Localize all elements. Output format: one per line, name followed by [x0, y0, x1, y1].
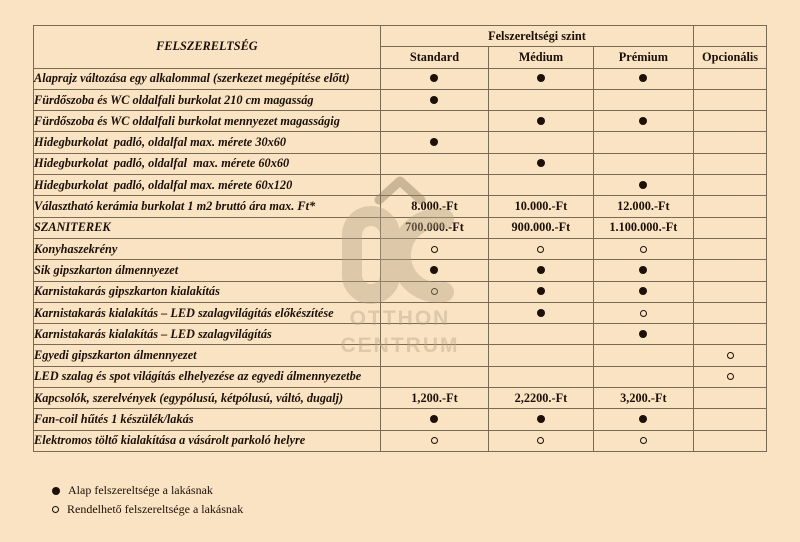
svg-text:OTTHON: OTTHON — [350, 307, 451, 330]
svg-text:CENTRUM: CENTRUM — [341, 334, 460, 357]
